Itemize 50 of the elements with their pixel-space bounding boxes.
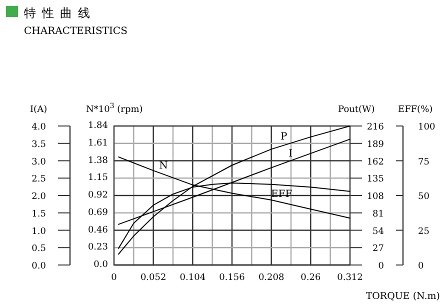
x-tick-label: 0.312 [337, 273, 363, 283]
y-axis-title: I(A) [30, 105, 48, 115]
x-tick-label: 0.052 [140, 273, 166, 283]
y-tick-label: 2.0 [32, 192, 46, 202]
y2-tick-label: 1.38 [88, 156, 108, 166]
y3-tick-label: 54 [372, 226, 384, 237]
y-axis-title: EFF(%) [398, 105, 433, 115]
x-tick-label: 0.208 [258, 273, 284, 283]
y3-tick-label: 135 [366, 174, 384, 185]
y2-tick-label: 0.46 [88, 225, 108, 236]
chart-subtitle: CHARACTERISTICS [24, 26, 128, 37]
y2-tick-label: 1.84 [88, 121, 108, 131]
y2-tick-label: 0.69 [88, 208, 108, 218]
line-series [118, 126, 350, 255]
x-axis-title: TORQUE (N.m) [366, 291, 440, 302]
y2-tick-label: 0.92 [88, 190, 108, 200]
y-tick-label: 75 [418, 157, 430, 168]
y2-tick-label: 1.61 [88, 138, 108, 148]
x-tick-label: 0.104 [180, 273, 206, 283]
y-tick-label: 2.5 [32, 174, 46, 185]
chart-title: 特性曲线 [24, 6, 96, 20]
y3-tick-label: 108 [366, 192, 384, 202]
x-tick-label: 0.156 [219, 273, 246, 283]
y-tick-label: 1.0 [32, 226, 46, 237]
y-tick-label: 4.0 [32, 122, 46, 132]
y-tick-label: 100 [418, 122, 436, 132]
y3-tick-label: 0 [378, 262, 384, 272]
y-tick-label: 1.5 [32, 209, 46, 220]
y3-tick-label: 189 [366, 140, 384, 150]
y3-tick-label: 27 [372, 244, 384, 254]
y3-tick-label: 81 [372, 209, 384, 220]
x-tick-label: 0 [111, 273, 118, 283]
series-label: P [280, 131, 288, 142]
y2-tick-label: 1.15 [88, 173, 108, 184]
y3-axis-title: Pout(W) [338, 105, 375, 115]
y2-tick-label: 0.0 [94, 260, 108, 270]
y2-axis-title: N*10$^{3}$ (rpm) [86, 102, 143, 115]
x-tick-label: 0.26 [300, 273, 321, 283]
y-tick-label: 50 [418, 192, 430, 202]
y-tick-label: 0.5 [32, 244, 46, 254]
y-tick-label: 3.5 [32, 140, 46, 150]
series-label: I [288, 148, 293, 160]
y-tick-label: 3.0 [32, 157, 46, 168]
y-tick-label: 0 [418, 262, 424, 272]
y3-tick-label: 216 [366, 122, 384, 132]
y-tick-label: 25 [418, 226, 430, 237]
series-label: N [159, 160, 168, 172]
y2-tick-label: 0.23 [88, 242, 108, 253]
y3-tick-label: 162 [366, 157, 384, 168]
y-tick-label: 0.0 [32, 262, 46, 272]
